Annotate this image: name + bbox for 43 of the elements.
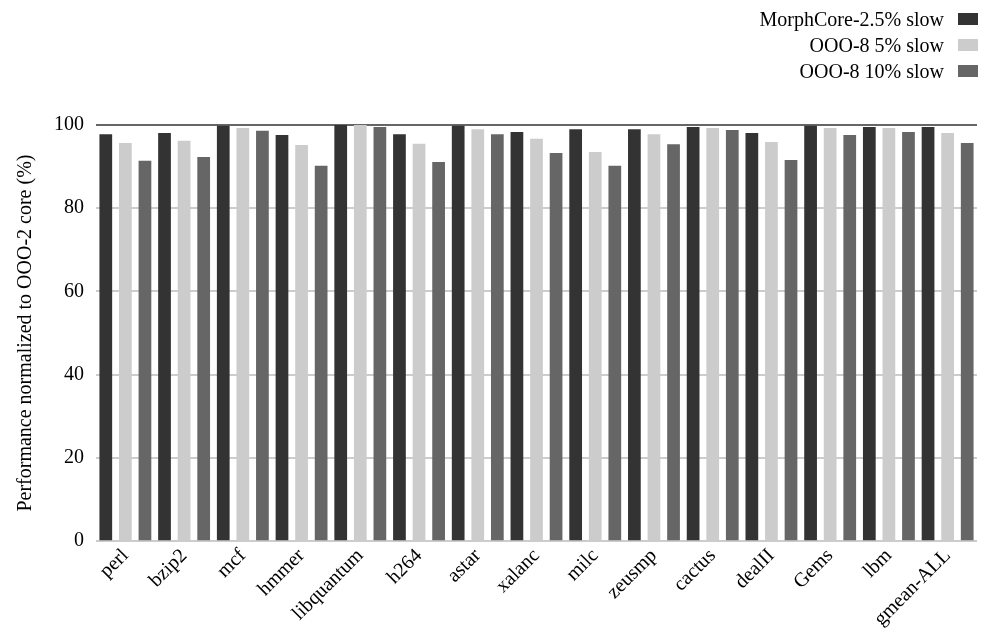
bar	[804, 125, 817, 541]
bar	[197, 157, 211, 541]
legend-label: OOO-8 10% slow	[799, 59, 944, 84]
bar	[314, 165, 328, 541]
legend-label: MorphCore-2.5% slow	[759, 7, 944, 32]
bar	[569, 129, 583, 541]
bar	[99, 134, 113, 541]
y-tick-label: 40	[64, 361, 84, 384]
bar	[216, 125, 230, 541]
bar	[275, 134, 289, 541]
bar	[628, 129, 641, 541]
bar	[158, 132, 171, 541]
bar	[256, 130, 269, 541]
bar	[334, 125, 348, 541]
bar	[667, 144, 680, 541]
legend-label: OOO-8 5% slow	[809, 33, 944, 58]
y-tick-label: 60	[64, 278, 84, 301]
bar	[725, 129, 739, 541]
bar	[549, 152, 563, 541]
bar	[490, 134, 504, 541]
bar	[393, 134, 406, 541]
bar	[843, 134, 857, 541]
bar	[608, 165, 622, 541]
y-axis-title: Performance normalized to OOO-2 core (%)	[13, 154, 37, 512]
bar	[902, 132, 915, 541]
bar	[432, 162, 445, 541]
bar	[784, 159, 798, 541]
bar	[686, 127, 700, 541]
bar	[921, 127, 935, 541]
y-tick-label: 80	[64, 195, 84, 218]
y-tick-label: 0	[74, 528, 84, 551]
x-tick-label: mcf	[211, 543, 250, 582]
bar	[451, 125, 465, 541]
x-tick-label: milc	[561, 543, 602, 585]
bar	[138, 160, 152, 541]
bar	[510, 132, 524, 541]
bar	[745, 132, 759, 541]
bar	[960, 142, 974, 541]
y-tick-label: 20	[64, 445, 84, 468]
x-tick-label: astar	[442, 543, 485, 586]
y-tick-label: 100	[54, 112, 84, 135]
x-tick-label: perl	[94, 543, 133, 582]
bar	[862, 127, 876, 541]
